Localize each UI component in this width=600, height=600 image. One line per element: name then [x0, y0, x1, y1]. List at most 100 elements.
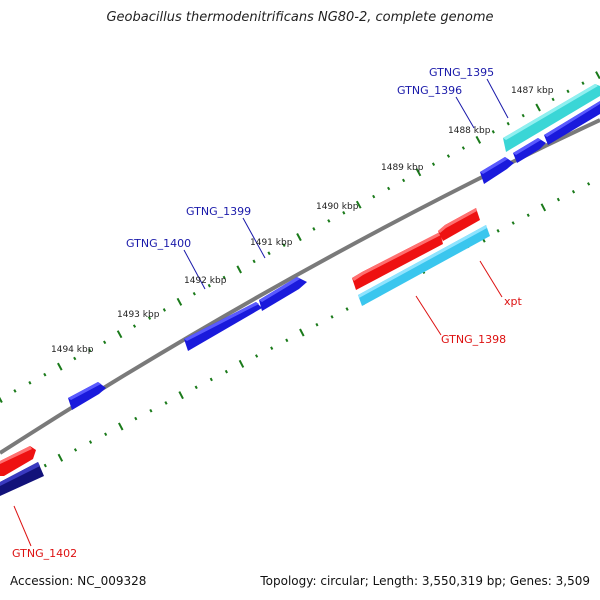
major-tick [355, 200, 362, 209]
minor-tick [315, 322, 319, 327]
minor-tick [43, 463, 47, 468]
minor-tick [496, 229, 500, 233]
minor-tick [88, 440, 93, 444]
leader-xpt [479, 260, 503, 298]
minor-tick [149, 408, 153, 413]
minor-tick [491, 130, 495, 134]
minor-tick [526, 213, 530, 217]
leader-GTNG_1396 [455, 96, 475, 129]
minor-tick [556, 197, 560, 202]
cds-GTNG_1398[interactable] [358, 225, 490, 306]
major-tick [595, 71, 600, 80]
label-GTNG_1399[interactable]: GTNG_1399 [186, 205, 251, 218]
major-tick [57, 362, 63, 371]
gene-GTNG_1395b[interactable] [544, 101, 600, 145]
label-xpt[interactable]: xpt [504, 295, 522, 308]
minor-tick [147, 316, 152, 320]
label-GTNG_1400[interactable]: GTNG_1400 [126, 237, 191, 250]
major-tick [118, 422, 124, 431]
major-tick [238, 359, 245, 368]
minor-tick [13, 389, 17, 393]
reverse-strand-genes [0, 208, 490, 496]
genome-summary-text: Topology: circular; Length: 3,550,319 bp… [260, 574, 590, 588]
gene-forward-small[interactable] [480, 157, 514, 184]
minor-tick [521, 113, 525, 118]
minor-tick [73, 448, 78, 452]
tick-label-1494: 1494 kbp [51, 345, 94, 355]
major-tick [540, 203, 547, 212]
minor-tick [312, 227, 316, 231]
tick-dots-upper [0, 71, 600, 403]
minor-tick [255, 354, 259, 358]
gene-xpt[interactable] [438, 208, 480, 241]
kbp-tick-labels: 1487 kbp 1488 kbp 1489 kbp 1490 kbp 1491… [51, 86, 554, 355]
minor-tick [207, 283, 211, 288]
minor-tick [566, 89, 570, 94]
label-GTNG_1398[interactable]: GTNG_1398 [441, 333, 506, 346]
minor-tick [387, 186, 391, 191]
minor-tick [132, 324, 137, 328]
minor-tick [162, 308, 166, 312]
gene-GTNG_1400[interactable] [184, 302, 262, 351]
label-GTNG_1396[interactable]: GTNG_1396 [397, 84, 462, 97]
tick-label-1489: 1489 kbp [381, 163, 424, 173]
minor-tick [134, 416, 138, 421]
minor-tick [28, 381, 32, 385]
leader-GTNG_1402 [13, 505, 32, 547]
tick-label-1491: 1491 kbp [250, 238, 293, 248]
tick-label-1493: 1493 kbp [117, 310, 160, 320]
gene-labels: GTNG_1395 GTNG_1396 GTNG_1399 GTNG_1400 … [12, 66, 522, 560]
tick-label-1487: 1487 kbp [511, 86, 554, 96]
leader-GTNG_1395 [486, 78, 509, 119]
accession-text: Accession: NC_009328 [10, 574, 147, 588]
minor-tick [345, 307, 349, 311]
gene-GTNG_1399[interactable] [259, 277, 307, 311]
minor-tick [581, 81, 585, 85]
label-GTNG_1395[interactable]: GTNG_1395 [429, 66, 494, 79]
minor-tick [551, 97, 555, 102]
label-GTNG_1402[interactable]: GTNG_1402 [12, 547, 77, 560]
genome-title: Geobacillus thermodenitrificans NG80-2, … [106, 10, 494, 25]
minor-tick [372, 194, 376, 199]
minor-tick [252, 259, 256, 264]
major-tick [296, 233, 302, 242]
major-tick [178, 391, 184, 400]
minor-tick [222, 275, 226, 280]
gene-GTNG_1395[interactable] [503, 84, 600, 152]
leader-GTNG_1400 [183, 249, 206, 290]
major-tick [116, 330, 123, 339]
gene-GTNG_1396[interactable] [513, 138, 546, 163]
minor-tick [194, 385, 198, 390]
tick-label-1490: 1490 kbp [316, 202, 359, 212]
minor-tick [330, 315, 334, 319]
minor-tick [402, 178, 406, 183]
minor-tick [587, 182, 591, 186]
minor-tick [285, 338, 289, 343]
major-tick [236, 265, 242, 274]
major-tick [299, 328, 305, 337]
minor-tick [224, 369, 228, 374]
gene-GTNG_1402[interactable] [0, 446, 36, 476]
major-tick [176, 297, 183, 306]
minor-tick [327, 219, 331, 223]
gene-forward-left[interactable] [68, 382, 106, 410]
minor-tick [461, 146, 465, 150]
minor-tick [446, 154, 451, 158]
gene-GTNG_1398[interactable] [352, 232, 443, 290]
cds-GTNG_1402[interactable] [0, 462, 44, 496]
tick-label-1488: 1488 kbp [448, 126, 491, 136]
minor-tick [270, 346, 274, 350]
leader-GTNG_1399 [242, 217, 266, 259]
major-tick [0, 396, 3, 403]
forward-strand-genes [68, 84, 600, 410]
major-tick [475, 135, 482, 144]
leader-GTNG_1398 [415, 295, 442, 336]
minor-tick [192, 291, 196, 296]
minor-tick [267, 251, 271, 256]
minor-tick [506, 121, 510, 126]
minor-tick [88, 348, 92, 353]
minor-tick [73, 356, 77, 361]
minor-tick [103, 340, 107, 345]
